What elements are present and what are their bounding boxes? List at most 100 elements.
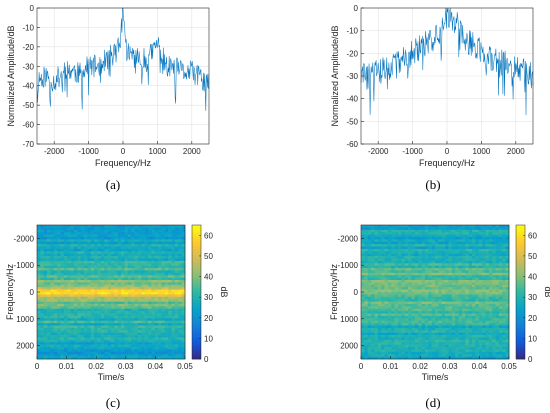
heatmap-cell: [107, 272, 112, 276]
heatmap-cell: [144, 339, 149, 343]
heatmap-cell: [435, 232, 439, 235]
heatmap-cell: [377, 251, 382, 255]
heatmap-cell: [97, 308, 102, 312]
heatmap-cell: [361, 256, 365, 259]
heatmap-cell: [465, 232, 469, 235]
heatmap-cell: [63, 248, 68, 252]
heatmap-cell: [77, 311, 82, 314]
heatmap-cell: [57, 344, 61, 348]
heatmap-cell: [391, 313, 395, 317]
heatmap-cell: [361, 320, 365, 324]
heatmap-cell: [161, 351, 166, 355]
heatmap-cell: [502, 315, 506, 319]
heatmap-cell: [398, 306, 402, 310]
heatmap-cell: [164, 325, 169, 329]
heatmap-cell: [134, 292, 139, 295]
heatmap-cell: [472, 294, 476, 298]
heatmap-cell: [391, 275, 395, 278]
heatmap-cell: [455, 308, 459, 312]
heatmap-cell: [168, 306, 172, 310]
heatmap-cell: [458, 246, 463, 250]
heatmap-cell: [461, 335, 466, 338]
heatmap-cell: [377, 241, 382, 245]
heatmap-cell: [455, 318, 459, 322]
heatmap-cell: [74, 263, 78, 266]
heatmap-cell: [181, 246, 186, 250]
heatmap-cell: [107, 335, 112, 338]
colorbar-segment: [192, 251, 201, 255]
heatmap-cell: [164, 277, 169, 281]
heatmap-cell: [468, 225, 473, 228]
heatmap-cell: [371, 318, 375, 322]
heatmap-cell: [144, 248, 149, 252]
heatmap-cell: [461, 280, 466, 283]
heatmap-cell: [435, 344, 439, 348]
heatmap-cell: [131, 318, 135, 322]
heatmap-cell: [384, 318, 389, 322]
colorbar-segment: [192, 327, 201, 331]
heatmap-cell: [174, 332, 179, 336]
heatmap-cell: [448, 284, 453, 288]
heatmap-cell: [67, 277, 71, 281]
heatmap-cell: [77, 244, 82, 247]
heatmap-cell: [84, 241, 88, 245]
heatmap-cell: [50, 234, 55, 238]
heatmap-cell: [124, 241, 129, 245]
heatmap-cell: [168, 287, 172, 290]
heatmap-cell: [161, 323, 166, 326]
heatmap-cell: [90, 332, 95, 336]
heatmap-cell: [168, 232, 172, 235]
heatmap-cell: [381, 280, 385, 283]
heatmap-cell: [455, 272, 459, 276]
heatmap-cell: [57, 244, 61, 247]
heatmap-cell: [134, 248, 139, 252]
heatmap-cell: [53, 292, 58, 295]
heatmap-cell: [377, 268, 382, 271]
heatmap-cell: [364, 351, 369, 355]
heatmap-cell: [411, 303, 416, 307]
heatmap-cell: [40, 244, 45, 247]
heatmap-cell: [60, 330, 65, 333]
heatmap-cell: [441, 301, 446, 305]
heatmap-cell: [80, 332, 85, 336]
heatmap-cell: [431, 275, 436, 278]
heatmap-cell: [40, 287, 45, 290]
heatmap-cell: [144, 303, 149, 307]
heatmap-cell: [117, 327, 122, 331]
heatmap-cell: [475, 246, 480, 250]
heatmap-cell: [424, 268, 429, 271]
heatmap-cell: [151, 303, 156, 307]
heatmap-cell: [111, 354, 115, 357]
heatmap-cell: [114, 308, 119, 312]
heatmap-cell: [394, 292, 399, 295]
heatmap-cell: [441, 258, 446, 262]
heatmap-cell: [131, 325, 135, 329]
heatmap-cell: [154, 301, 159, 305]
heatmap-cell: [124, 258, 129, 262]
heatmap-cell: [74, 256, 78, 259]
heatmap-cell: [441, 272, 446, 276]
heatmap-cell: [178, 225, 182, 228]
heatmap-cell: [94, 284, 98, 288]
heatmap-cell: [367, 296, 372, 300]
heatmap-cell: [445, 265, 449, 269]
heatmap-cell: [97, 306, 102, 310]
heatmap-cell: [77, 277, 82, 281]
heatmap-cell: [161, 311, 166, 314]
heatmap-cell: [40, 294, 45, 298]
heatmap-cell: [384, 301, 389, 305]
heatmap-cell: [498, 301, 503, 305]
heatmap-cell: [90, 229, 95, 233]
heatmap-cell: [151, 234, 156, 238]
heatmap-cell: [367, 253, 372, 257]
heatmap-cell: [104, 327, 108, 331]
heatmap-cell: [394, 258, 399, 262]
heatmap-cell: [411, 335, 416, 338]
heatmap-cell: [424, 232, 429, 235]
heatmap-cell: [387, 349, 392, 353]
heatmap-cell: [154, 320, 159, 324]
heatmap-cell: [401, 339, 406, 343]
heatmap-cell: [67, 330, 71, 333]
colorbar-segment: [192, 278, 201, 282]
heatmap-cell: [131, 292, 135, 295]
